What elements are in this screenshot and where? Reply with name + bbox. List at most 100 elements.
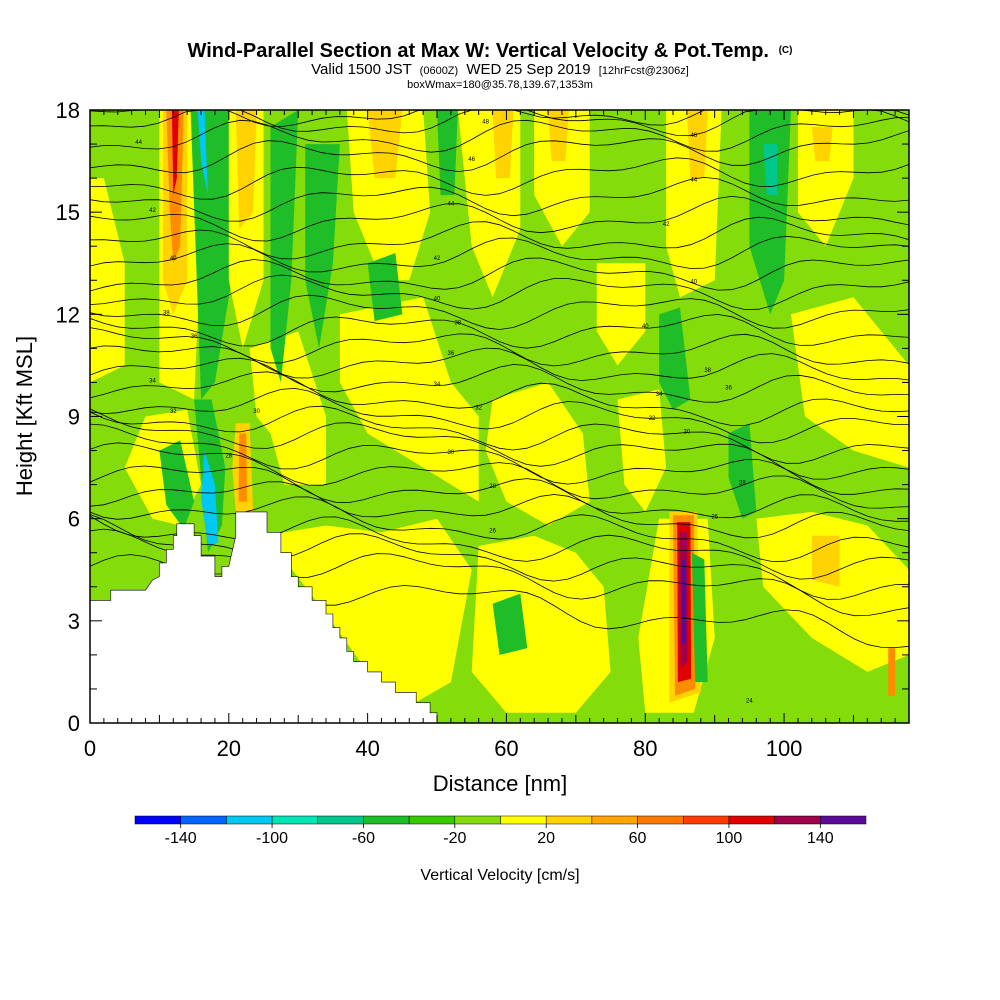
colorbar-swatch (500, 815, 547, 825)
colorbar-tick-label: 20 (537, 830, 555, 847)
velocity-region-39 (791, 297, 909, 468)
subtitle-utc: (0600Z) (420, 65, 459, 77)
x-tick-label: 40 (355, 736, 379, 761)
contour-line-c03 (90, 514, 909, 600)
x-axis-label: Distance [nm] (433, 771, 568, 796)
colorbar-swatch (545, 815, 593, 825)
contour-line-c05 (90, 496, 909, 563)
velocity-region-23 (492, 110, 514, 179)
contour-labels: 44 42 40 38 36 34 32 30 28 48 46 44 42 40 38 36 34 32 30 28… (135, 120, 753, 705)
contour-label-32: 26 (711, 515, 718, 521)
contour-label-27: 36 (725, 385, 732, 391)
contour-label-2: 40 (170, 256, 177, 262)
colorbar-swatch (134, 815, 181, 825)
contour-line-c08 (90, 442, 909, 509)
velocity-fill (90, 110, 909, 713)
velocity-region-6 (197, 110, 208, 196)
colorbar-tick-label: 100 (716, 830, 743, 847)
contour-label-26: 38 (704, 368, 711, 374)
contour-label-17: 32 (475, 406, 482, 412)
velocity-region-19 (367, 110, 403, 179)
terrain (90, 511, 438, 723)
velocity-region-35 (659, 307, 691, 410)
colorbar-swatch (820, 815, 867, 825)
contour-label-7: 30 (253, 409, 260, 415)
contour-label-11: 44 (448, 201, 455, 207)
x-tick-label: 20 (217, 736, 241, 761)
y-tick-label: 12 (56, 302, 80, 327)
velocity-region-16 (270, 110, 299, 383)
colorbar-swatch (180, 815, 227, 825)
plot-area: 44 42 40 38 36 34 32 30 28 48 46 44 42 40 38 36 34 32 30 28… (90, 110, 909, 723)
velocity-region-18 (346, 110, 431, 281)
velocity-region-51 (888, 648, 896, 696)
contour-line-c13 (90, 371, 909, 426)
contour-label-8: 28 (225, 453, 232, 459)
colorbar-swatch (271, 815, 319, 825)
contour-label-20: 26 (489, 528, 496, 534)
contour-line-c20 (90, 257, 909, 292)
contour-label-4: 36 (191, 334, 198, 340)
contour-line-c22 (90, 216, 909, 260)
contour-line-c19 (90, 274, 909, 311)
contour-line-c24 (90, 176, 909, 222)
colorbar-swatch (363, 815, 410, 825)
colorbar-tick-label: 60 (629, 830, 647, 847)
colorbar: -140 -100 -60 -20 20 60 100 140 (134, 815, 867, 847)
contour-label-14: 38 (455, 321, 462, 327)
colorbar-tick-label: -100 (256, 830, 288, 847)
contour-label-22: 44 (690, 178, 697, 184)
contour-line-c18 (90, 294, 909, 330)
contour-line-c16 (90, 327, 909, 367)
y-tick-label: 18 (56, 98, 80, 123)
contour-label-23: 42 (663, 222, 670, 228)
x-tick-label: 60 (494, 736, 518, 761)
contour-line-c17 (90, 314, 909, 349)
contour-label-16: 34 (434, 382, 441, 388)
colorbar-swatch (226, 815, 273, 825)
colorbar-swatch (591, 815, 638, 825)
velocity-region-31 (666, 110, 722, 298)
contour-label-19: 28 (489, 484, 496, 490)
velocity-region-20 (339, 297, 479, 502)
contour-label-6: 32 (170, 409, 177, 415)
velocity-region-36 (728, 423, 757, 519)
chart-subtitle-box: boxWmax=180@35.78,139.67,1353m (407, 79, 593, 91)
colorbar-swatch (683, 815, 730, 825)
contour-line-c02 (90, 528, 909, 617)
x-axis: 0 20 40 60 80 100 (84, 110, 910, 761)
contour-label-31: 28 (739, 481, 746, 487)
colorbar-tick-label: 140 (807, 830, 834, 847)
y-tick-label: 6 (68, 507, 80, 532)
colorbar-swatch (774, 815, 821, 825)
y-tick-label: 3 (68, 609, 80, 634)
contour-line-c04 (90, 515, 909, 580)
velocity-region-7 (228, 110, 264, 349)
y-tick-label: 15 (56, 200, 80, 225)
contour-line-c23 (90, 195, 909, 242)
velocity-region-43 (367, 253, 403, 322)
contour-line-c15 (90, 345, 909, 381)
contour-line-c27 (90, 117, 909, 153)
colorbar-swatch (637, 815, 684, 825)
colorbar-swatch (454, 815, 501, 825)
contour-line-c25 (90, 157, 909, 200)
chart-title-main: Wind-Parallel Section at Max W: Vertical… (188, 40, 769, 62)
contour-label-33: 24 (746, 699, 753, 705)
velocity-region-8 (235, 110, 257, 230)
contour-line-c26 (90, 130, 909, 174)
contour-label-30: 30 (684, 430, 691, 436)
contour-line-c11 (90, 405, 909, 464)
chart-title-mark: (C) (779, 45, 793, 56)
velocity-region-24 (437, 110, 458, 196)
velocity-region-28 (548, 110, 569, 162)
contour-label-9: 48 (482, 120, 489, 126)
velocity-region-9 (249, 331, 326, 485)
velocity-region-40 (756, 511, 909, 672)
contour-label-0: 44 (135, 140, 142, 146)
contour-label-3: 38 (163, 310, 170, 316)
potential-temperature-contours (90, 110, 909, 649)
velocity-region-30 (617, 389, 667, 512)
velocity-region-34 (763, 144, 778, 196)
